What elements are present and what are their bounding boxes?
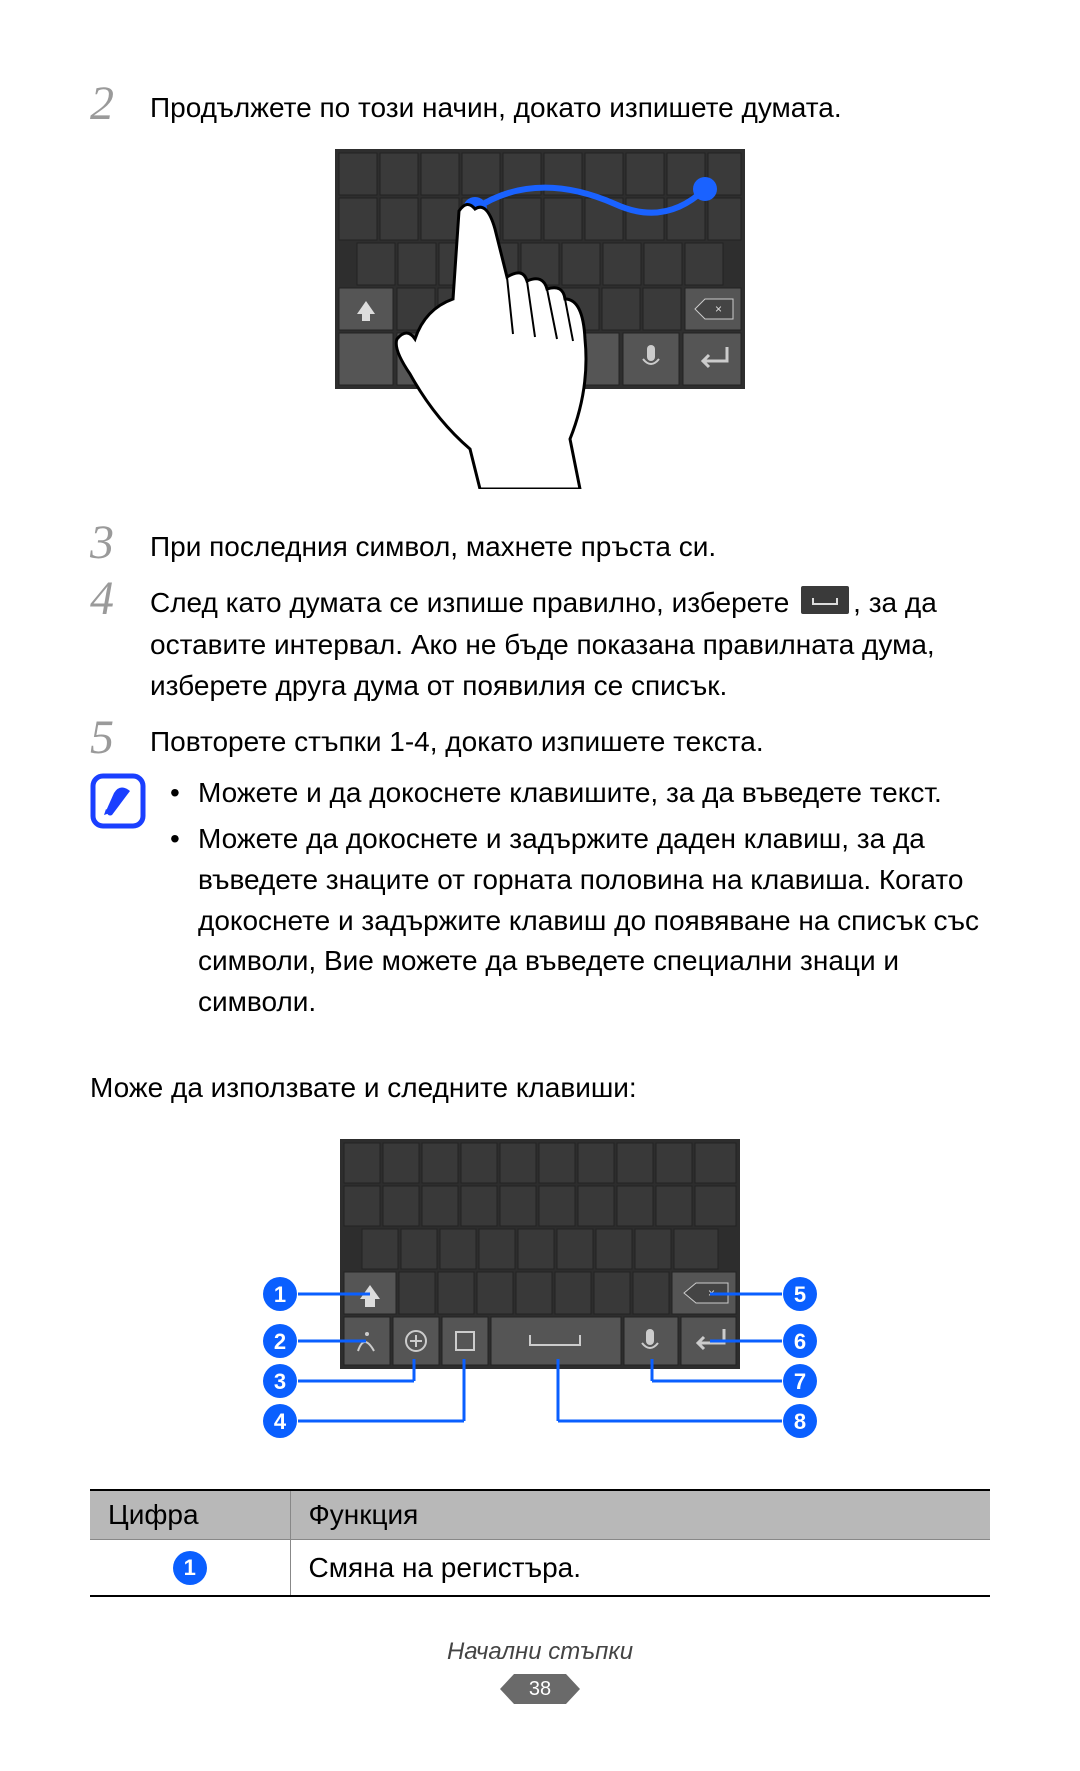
step4-pre: След като думата се изпише правилно, изб…: [150, 587, 797, 618]
page-footer: Начални стъпки 38: [0, 1638, 1080, 1711]
step-2: 2 Продължете по този начин, докато изпиш…: [90, 80, 990, 129]
step-number: 3: [90, 519, 150, 567]
svg-text:×: ×: [715, 302, 722, 316]
table-header-num: Цифра: [90, 1490, 290, 1540]
step-number: 5: [90, 714, 150, 762]
svg-text:3: 3: [274, 1369, 286, 1394]
step-text: При последния символ, махнете пръста си.: [150, 519, 716, 568]
function-table: Цифра Функция 1 Смяна на регистъра.: [90, 1489, 990, 1597]
keys-intro: Може да използвате и следните клавиши:: [90, 1068, 990, 1109]
note-item: Можете да докоснете и задържите даден кл…: [170, 819, 990, 1022]
figure-swipe-keyboard: ×: [90, 149, 990, 489]
note-block: Можете и да докоснете клавишите, за да в…: [90, 773, 990, 1029]
step-4: 4 След като думата се изпише правилно, и…: [90, 575, 990, 706]
page-number-badge: 38: [500, 1672, 580, 1711]
svg-text:7: 7: [794, 1369, 806, 1394]
note-item: Можете и да докоснете клавишите, за да в…: [170, 773, 990, 814]
svg-text:1: 1: [274, 1282, 286, 1307]
spacebar-icon: [801, 585, 849, 626]
note-icon: [90, 773, 146, 829]
svg-text:8: 8: [794, 1409, 806, 1434]
table-cell-func: Смяна на регистъра.: [290, 1540, 990, 1597]
footer-section: Начални стъпки: [0, 1638, 1080, 1666]
figure-labeled-keyboard: ×: [90, 1139, 990, 1459]
swipe-keyboard-svg: ×: [335, 149, 745, 489]
step-number: 2: [90, 80, 150, 128]
note-list: Можете и да докоснете клавишите, за да в…: [170, 773, 990, 1029]
table-cell-num: 1: [90, 1540, 290, 1597]
table-row: 1 Смяна на регистъра.: [90, 1540, 990, 1597]
step-3: 3 При последния символ, махнете пръста с…: [90, 519, 990, 568]
page-number: 38: [529, 1678, 551, 1700]
svg-text:2: 2: [274, 1329, 286, 1354]
labeled-keyboard-svg: ×: [190, 1139, 890, 1459]
step-text: Продължете по този начин, докато изпишет…: [150, 80, 842, 129]
step-text: Повторете стъпки 1-4, докато изпишете те…: [150, 714, 764, 763]
svg-text:6: 6: [794, 1329, 806, 1354]
step-text: След като думата се изпише правилно, изб…: [150, 575, 990, 706]
num-badge: 1: [173, 1551, 207, 1585]
svg-text:5: 5: [794, 1282, 806, 1307]
step-number: 4: [90, 575, 150, 623]
step-5: 5 Повторете стъпки 1-4, докато изпишете …: [90, 714, 990, 763]
svg-text:4: 4: [274, 1409, 287, 1434]
table-header-func: Функция: [290, 1490, 990, 1540]
